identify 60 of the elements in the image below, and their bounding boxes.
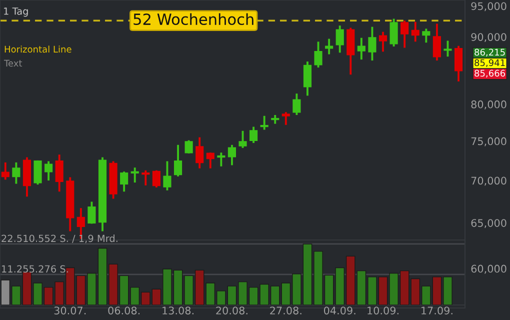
y-tick-label: 95,000 xyxy=(471,2,506,12)
candlestick xyxy=(120,170,128,193)
x-tick-label: 06.08. xyxy=(108,306,140,314)
y-tick-label: 60,000 xyxy=(471,264,506,274)
candlestick xyxy=(432,22,441,62)
x-tick-label: 17.09. xyxy=(422,306,452,314)
candlestick xyxy=(88,200,96,225)
y-tick-label: 90,000 xyxy=(471,33,506,42)
candlestick xyxy=(314,40,322,69)
candlestick xyxy=(368,26,376,62)
candlestick xyxy=(142,169,150,186)
candlestick xyxy=(378,30,388,53)
candlestick xyxy=(325,38,334,56)
x-tick-label: 10.09. xyxy=(368,306,398,314)
y-tick-label: 70,000 xyxy=(471,176,506,186)
candlestick xyxy=(34,159,42,186)
candlestick xyxy=(260,114,268,131)
candlestick xyxy=(303,60,312,97)
candlestick xyxy=(163,160,172,192)
candlestick xyxy=(336,24,344,54)
text: 86,215 xyxy=(474,48,505,57)
candlestick xyxy=(357,36,366,61)
x-tick-label: 04.09. xyxy=(324,306,356,314)
candlestick xyxy=(282,111,290,126)
y-tick-label: 65,000 xyxy=(471,219,506,228)
x-tick-label: 20.08. xyxy=(216,306,248,314)
candlestick xyxy=(238,130,247,149)
candlestick xyxy=(454,44,463,82)
candlestick xyxy=(12,161,20,185)
candlestick xyxy=(228,144,236,166)
annotation: Horizontal Line xyxy=(4,46,72,53)
text: 1 Tag xyxy=(4,8,28,17)
candlestick xyxy=(206,152,214,170)
candlestick xyxy=(400,20,409,49)
x-tick-label: 27.08. xyxy=(270,306,302,314)
candlestick xyxy=(292,92,301,116)
text: 85,666 xyxy=(474,70,506,78)
ref-line-label: 22.510.552 S. / 1,9 Mrd. xyxy=(2,234,118,244)
x-tick-label: 13.08. xyxy=(162,306,194,314)
ref-line-label: 11.255.276 S. xyxy=(2,265,68,273)
candlestick xyxy=(217,152,226,168)
annotation: Text xyxy=(4,60,22,67)
text: 85,941 xyxy=(474,59,505,68)
ref-line-label: 52 Wochenhoch xyxy=(134,13,254,26)
candlestick xyxy=(411,20,420,43)
candlestick xyxy=(174,144,182,178)
y-tick-label: 80,000 xyxy=(471,100,506,110)
candlestick xyxy=(390,18,398,48)
candlestick xyxy=(130,166,139,184)
candlestick xyxy=(1,161,10,181)
y-tick-label: 75,000 xyxy=(471,137,506,146)
candlestick xyxy=(44,160,53,182)
candlestick xyxy=(184,139,193,154)
candlestick xyxy=(422,28,430,44)
candlestick xyxy=(196,136,204,170)
candlestick xyxy=(152,169,160,188)
candlestick xyxy=(250,126,258,144)
candlestick xyxy=(55,154,64,193)
candlestick xyxy=(444,40,452,58)
x-tick-label: 30.07. xyxy=(54,306,86,314)
